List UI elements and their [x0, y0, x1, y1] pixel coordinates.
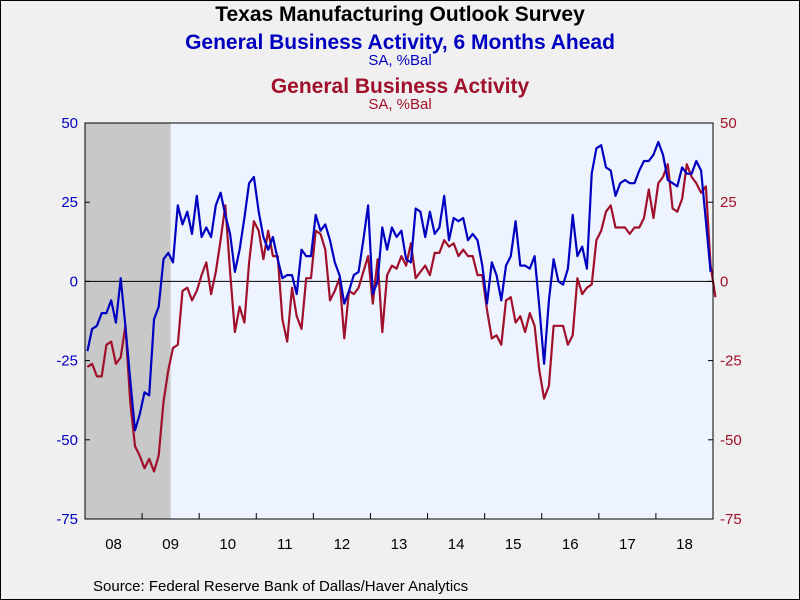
- y-tick-label-right: -25: [720, 353, 742, 370]
- series2-units: SA, %Bal: [368, 96, 432, 113]
- y-tick-label-left: 50: [61, 115, 78, 132]
- x-tick-label: 17: [619, 536, 636, 553]
- chart-title: Texas Manufacturing Outlook Survey: [215, 3, 585, 26]
- x-tick-label: 10: [219, 536, 236, 553]
- y-tick-label-left: 25: [61, 194, 78, 211]
- plot-border: [84, 122, 714, 520]
- x-tick-label: 18: [676, 536, 693, 553]
- plot-area: [85, 123, 713, 519]
- x-tick-label: 16: [562, 536, 579, 553]
- series1-title: General Business Activity, 6 Months Ahea…: [185, 31, 615, 54]
- x-tick-label: 11: [277, 536, 293, 553]
- x-tick-label: 08: [105, 536, 122, 553]
- x-tick-label: 12: [334, 536, 351, 553]
- y-tick-label-left: 0: [70, 273, 78, 290]
- y-tick-label-right: -75: [720, 511, 742, 528]
- y-tick-label-right: 25: [720, 194, 737, 211]
- x-tick-label: 15: [505, 536, 522, 553]
- x-tick-label: 13: [391, 536, 408, 553]
- series-business-activity-line: [86, 163, 717, 473]
- series1-units: SA, %Bal: [368, 52, 432, 69]
- source-note: Source: Federal Reserve Bank of Dallas/H…: [93, 578, 469, 595]
- y-tick-label-left: -50: [56, 432, 78, 449]
- y-tick-label-right: -50: [720, 432, 742, 449]
- x-tick-label: 14: [448, 536, 465, 553]
- series-6-months-ahead-line: [86, 140, 712, 432]
- y-tick-label-left: -25: [56, 353, 78, 370]
- y-tick-label-right: 50: [720, 115, 737, 132]
- x-tick-label: 09: [162, 536, 179, 553]
- series2-title: General Business Activity: [270, 75, 530, 98]
- y-tick-label-left: -75: [56, 511, 78, 528]
- y-tick-label-right: 0: [720, 273, 728, 290]
